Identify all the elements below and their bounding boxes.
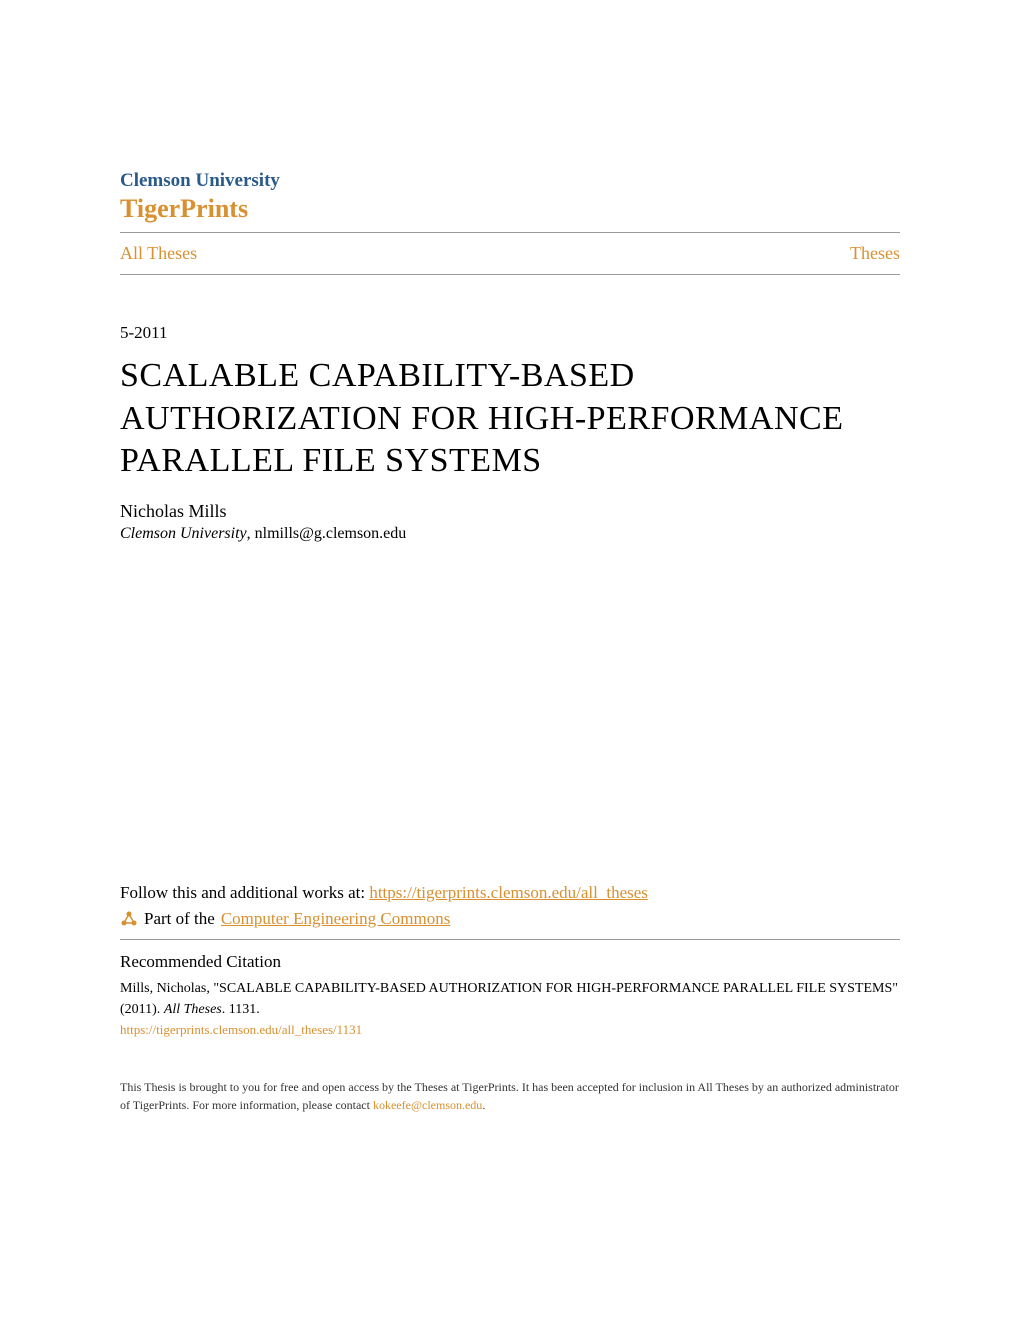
- author-affiliation: Clemson University, nlmills@g.clemson.ed…: [120, 525, 900, 543]
- author-email: nlmills@g.clemson.edu: [255, 525, 407, 542]
- footer-text: This Thesis is brought to you for free a…: [120, 1078, 900, 1114]
- follow-link[interactable]: https://tigerprints.clemson.edu/all_thes…: [369, 883, 648, 902]
- author-name: Nicholas Mills: [120, 501, 900, 522]
- citation-series: All Theses: [164, 1002, 222, 1017]
- repository-name[interactable]: TigerPrints: [120, 194, 900, 224]
- nav-bar: All Theses Theses: [120, 232, 900, 275]
- university-name[interactable]: Clemson University: [120, 170, 900, 192]
- follow-section: Follow this and additional works at: htt…: [120, 883, 900, 903]
- nav-theses[interactable]: Theses: [850, 243, 900, 264]
- header-block: Clemson University TigerPrints: [120, 170, 900, 224]
- publication-date: 5-2011: [120, 323, 900, 343]
- network-icon: [120, 910, 138, 928]
- nav-all-theses[interactable]: All Theses: [120, 243, 197, 264]
- part-of-prefix: Part of the: [144, 909, 215, 929]
- follow-prefix: Follow this and additional works at:: [120, 883, 369, 902]
- citation-suffix: . 1131.: [222, 1002, 260, 1017]
- divider: [120, 939, 900, 940]
- paper-title: SCALABLE CAPABILITY-BASED AUTHORIZATION …: [120, 355, 900, 483]
- footer-prefix: This Thesis is brought to you for free a…: [120, 1080, 899, 1112]
- part-of-section: Part of the Computer Engineering Commons: [120, 909, 900, 929]
- commons-link[interactable]: Computer Engineering Commons: [221, 909, 450, 929]
- footer-suffix: .: [482, 1098, 485, 1112]
- citation-text: Mills, Nicholas, "SCALABLE CAPABILITY-BA…: [120, 978, 900, 1020]
- citation-link[interactable]: https://tigerprints.clemson.edu/all_thes…: [120, 1022, 900, 1038]
- spacer: [120, 543, 900, 883]
- footer-email[interactable]: kokeefe@clemson.edu: [373, 1098, 482, 1112]
- citation-heading: Recommended Citation: [120, 952, 900, 972]
- author-institution: Clemson University: [120, 525, 247, 542]
- separator: ,: [247, 525, 255, 542]
